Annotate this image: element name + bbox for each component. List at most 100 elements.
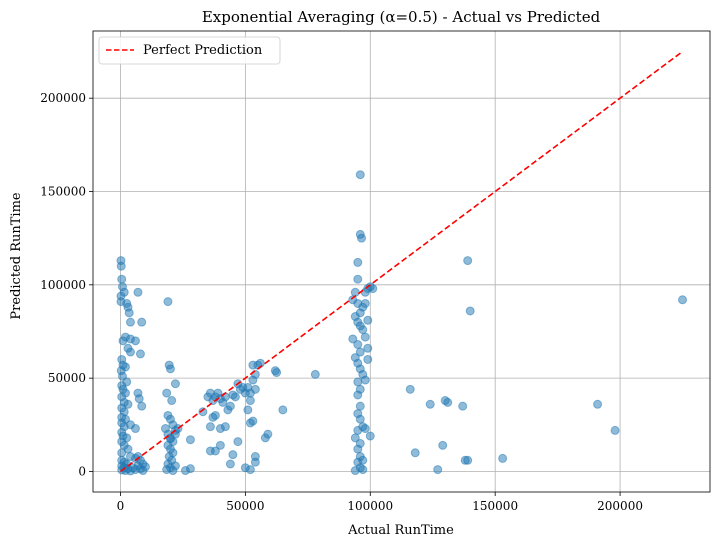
data-point (405, 384, 415, 394)
data-point (243, 405, 253, 415)
data-point (133, 287, 143, 297)
data-point (250, 384, 260, 394)
data-point (357, 233, 367, 243)
data-point (135, 349, 145, 359)
data-point (125, 317, 135, 327)
data-point (124, 308, 134, 318)
data-point (463, 256, 473, 266)
data-point (433, 465, 443, 475)
data-point (350, 433, 360, 443)
data-point (458, 401, 468, 411)
data-point (117, 448, 127, 458)
y-tick-label: 50000 (48, 371, 86, 385)
data-point (163, 297, 173, 307)
data-point (363, 315, 373, 325)
data-point (443, 397, 453, 407)
data-point (355, 170, 365, 180)
data-point (310, 369, 320, 379)
data-point (358, 325, 368, 335)
data-point (165, 364, 175, 374)
data-point (465, 306, 475, 316)
data-point (368, 284, 378, 294)
chart-title: Exponential Averaging (α=0.5) - Actual v… (202, 8, 601, 26)
legend-box (98, 36, 281, 65)
data-point (348, 334, 358, 344)
data-point (208, 412, 218, 422)
y-tick-label: 0 (78, 464, 86, 478)
data-point (358, 455, 368, 465)
data-point (353, 340, 363, 350)
y-tick-label: 200000 (40, 91, 86, 105)
data-point (425, 399, 435, 409)
data-point (125, 347, 135, 357)
data-point (118, 336, 128, 346)
data-point (170, 379, 180, 389)
data-point (245, 465, 255, 475)
data-point (350, 466, 360, 476)
data-point (353, 257, 363, 267)
data-point (130, 424, 140, 434)
data-point (116, 261, 126, 271)
data-point (360, 332, 370, 342)
data-point (119, 287, 129, 297)
data-point (130, 336, 140, 346)
y-tick-label: 150000 (40, 185, 86, 199)
data-point (137, 317, 147, 327)
data-point (355, 414, 365, 424)
data-point (463, 455, 473, 465)
data-point (137, 401, 147, 411)
data-point (365, 431, 375, 441)
data-point (593, 399, 603, 409)
data-point (355, 401, 365, 411)
data-point (220, 422, 230, 432)
data-point (185, 435, 195, 445)
data-point (438, 440, 448, 450)
data-point (162, 388, 172, 398)
data-point (363, 343, 373, 353)
grid-lines (93, 31, 710, 492)
data-point (360, 375, 370, 385)
data-point (250, 452, 260, 462)
data-point (498, 453, 508, 463)
data-point (353, 444, 363, 454)
data-point (225, 401, 235, 411)
x-tick-label: 0 (117, 499, 125, 513)
data-point (360, 424, 370, 434)
data-point (225, 459, 235, 469)
data-point (353, 390, 363, 400)
data-point (248, 416, 258, 426)
data-point (263, 429, 273, 439)
data-point (162, 465, 172, 475)
x-tick-label: 150000 (472, 499, 518, 513)
axis-ticks: 0 50000 100000 150000 200000 0 50000 100000 1500… (40, 91, 643, 513)
data-point (215, 440, 225, 450)
data-point (358, 465, 368, 475)
data-point (363, 354, 373, 364)
data-point (128, 463, 138, 473)
data-point (353, 274, 363, 284)
data-point (410, 448, 420, 458)
data-point (210, 446, 220, 456)
data-point (353, 425, 363, 435)
y-axis-label: Predicted RunTime (9, 192, 24, 319)
data-point (165, 434, 175, 444)
data-point (167, 396, 177, 406)
data-point (133, 452, 143, 462)
data-point (205, 422, 215, 432)
data-point (228, 450, 238, 460)
data-point (245, 396, 255, 406)
x-axis-label: Actual RunTime (347, 523, 454, 538)
data-point (138, 459, 148, 469)
x-tick-label: 50000 (226, 499, 264, 513)
data-point (355, 347, 365, 357)
data-point (198, 407, 208, 417)
data-point (278, 405, 288, 415)
data-point (233, 437, 243, 447)
data-point (610, 425, 620, 435)
data-point (678, 295, 688, 305)
data-point (170, 461, 180, 471)
data-point (134, 394, 144, 404)
data-point (272, 368, 282, 378)
x-tick-label: 100000 (347, 499, 393, 513)
